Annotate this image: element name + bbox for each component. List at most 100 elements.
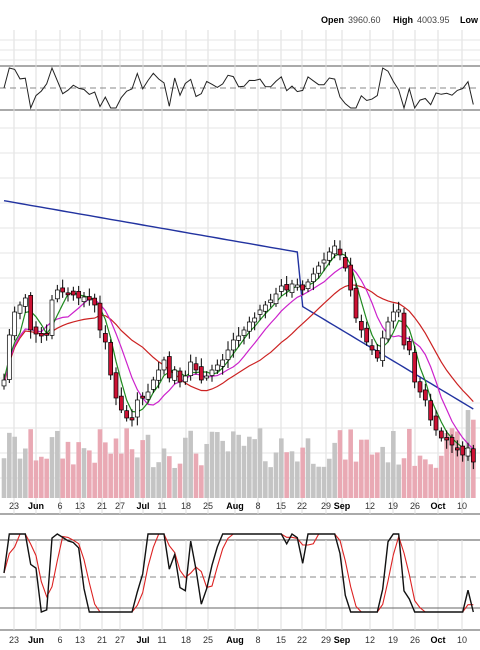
volume-bar [321,466,327,498]
volume-bar [380,446,385,498]
volume-bar [279,438,284,498]
volume-bar [140,440,145,498]
x-tick-label: 22 [297,635,307,645]
high-value: 4003.95 [417,15,450,25]
x-tick-label: 18 [181,635,191,645]
volume-bar [28,429,33,498]
volume-bar [55,430,60,498]
candle-body [198,366,204,381]
candle-body [209,369,215,376]
candle-body [449,436,455,446]
candle-body [310,273,316,282]
candle-body [273,293,279,305]
candle-body [364,327,370,343]
x-tick-label: 22 [297,501,307,511]
candle-body [278,285,284,292]
candle-body [268,299,274,303]
volume-bar [332,442,337,498]
volume-bar [23,448,28,498]
x-tick-label: 12 [365,635,375,645]
sma-50-line [3,284,474,403]
volume-bar [1,458,7,498]
volume-bar [39,456,44,498]
candle-body [134,399,140,418]
x-tick-label: 11 [157,635,166,645]
low-label: Low [460,15,479,25]
x-tick-label: Sep [334,635,351,645]
volume-bar [12,436,17,498]
volume-bar [220,440,225,498]
volume-bar [151,467,156,498]
candle-body [380,337,386,361]
volume-bar [460,445,465,498]
candle-body [172,369,178,381]
candle-body [118,395,124,411]
volume-bar [396,464,401,498]
candle-body [348,264,354,291]
volume-bar [289,451,295,498]
volume-bar [183,437,188,498]
candle-body [17,304,23,314]
volume-bar [113,438,119,498]
x-tick-label: 6 [57,501,62,511]
candle-body [369,345,375,351]
candle-body [465,447,471,457]
candle-body [252,317,258,323]
volume-bar [177,463,183,498]
volume-bar [92,462,97,498]
candle-body [401,312,407,346]
candle-body [316,265,322,274]
x-tick-label: 27 [115,501,125,511]
candle-body [6,334,12,380]
candle-body [230,339,236,351]
volume-bar [225,451,231,498]
volume-bar [444,433,449,498]
candle-body [257,309,263,315]
candle-body [326,251,332,261]
volume-bar [359,439,364,498]
candle-body [358,321,364,331]
volume-bar [412,465,417,498]
volume-bar [129,449,135,498]
x-tick-label: Jul [136,501,149,511]
volume-bar [263,461,268,498]
top-oscillator [3,66,474,110]
x-tick-label: 13 [75,501,85,511]
candle-body [454,447,460,451]
x-tick-label: 10 [457,635,467,645]
open-value: 3960.60 [348,15,381,25]
oscillator-top-line [3,66,474,110]
volume-bar [364,439,369,498]
volume-bar [87,450,92,498]
x-tick-label: 13 [75,635,85,645]
volume-bar [71,464,76,498]
candle-body [214,364,220,371]
volume-bar [343,459,348,498]
sma-200-line [3,200,474,410]
x-axis-ticks-bottom: 23 Jun 6 13 21 27 Jul 11 18 25 Aug 8 15 22 29 Sep 12 19 26… [9,635,467,645]
x-tick-label: 15 [276,635,286,645]
volume-bar [391,431,396,498]
volume-bar [193,453,199,498]
x-tick-label: 23 [9,501,19,511]
x-tick-label: Aug [226,501,244,511]
candle-body [102,333,108,343]
candle-body [108,342,114,376]
volume-bar [124,428,129,498]
candle-body [460,445,466,456]
candle-body [337,248,343,256]
candle-body [1,379,7,387]
moving-averages [3,200,474,455]
volume-bar [423,459,428,498]
x-tick-label: 10 [457,501,467,511]
open-label: Open [321,15,344,25]
candle-body [38,333,44,337]
stochastic-fast-line [3,532,474,613]
volume-bar [417,455,423,498]
candle-body [236,335,242,341]
volume-bar [375,452,380,498]
volume-bar [156,462,161,498]
volume-bar [97,429,103,498]
volume-bar [215,432,220,498]
candle-body [284,284,290,291]
